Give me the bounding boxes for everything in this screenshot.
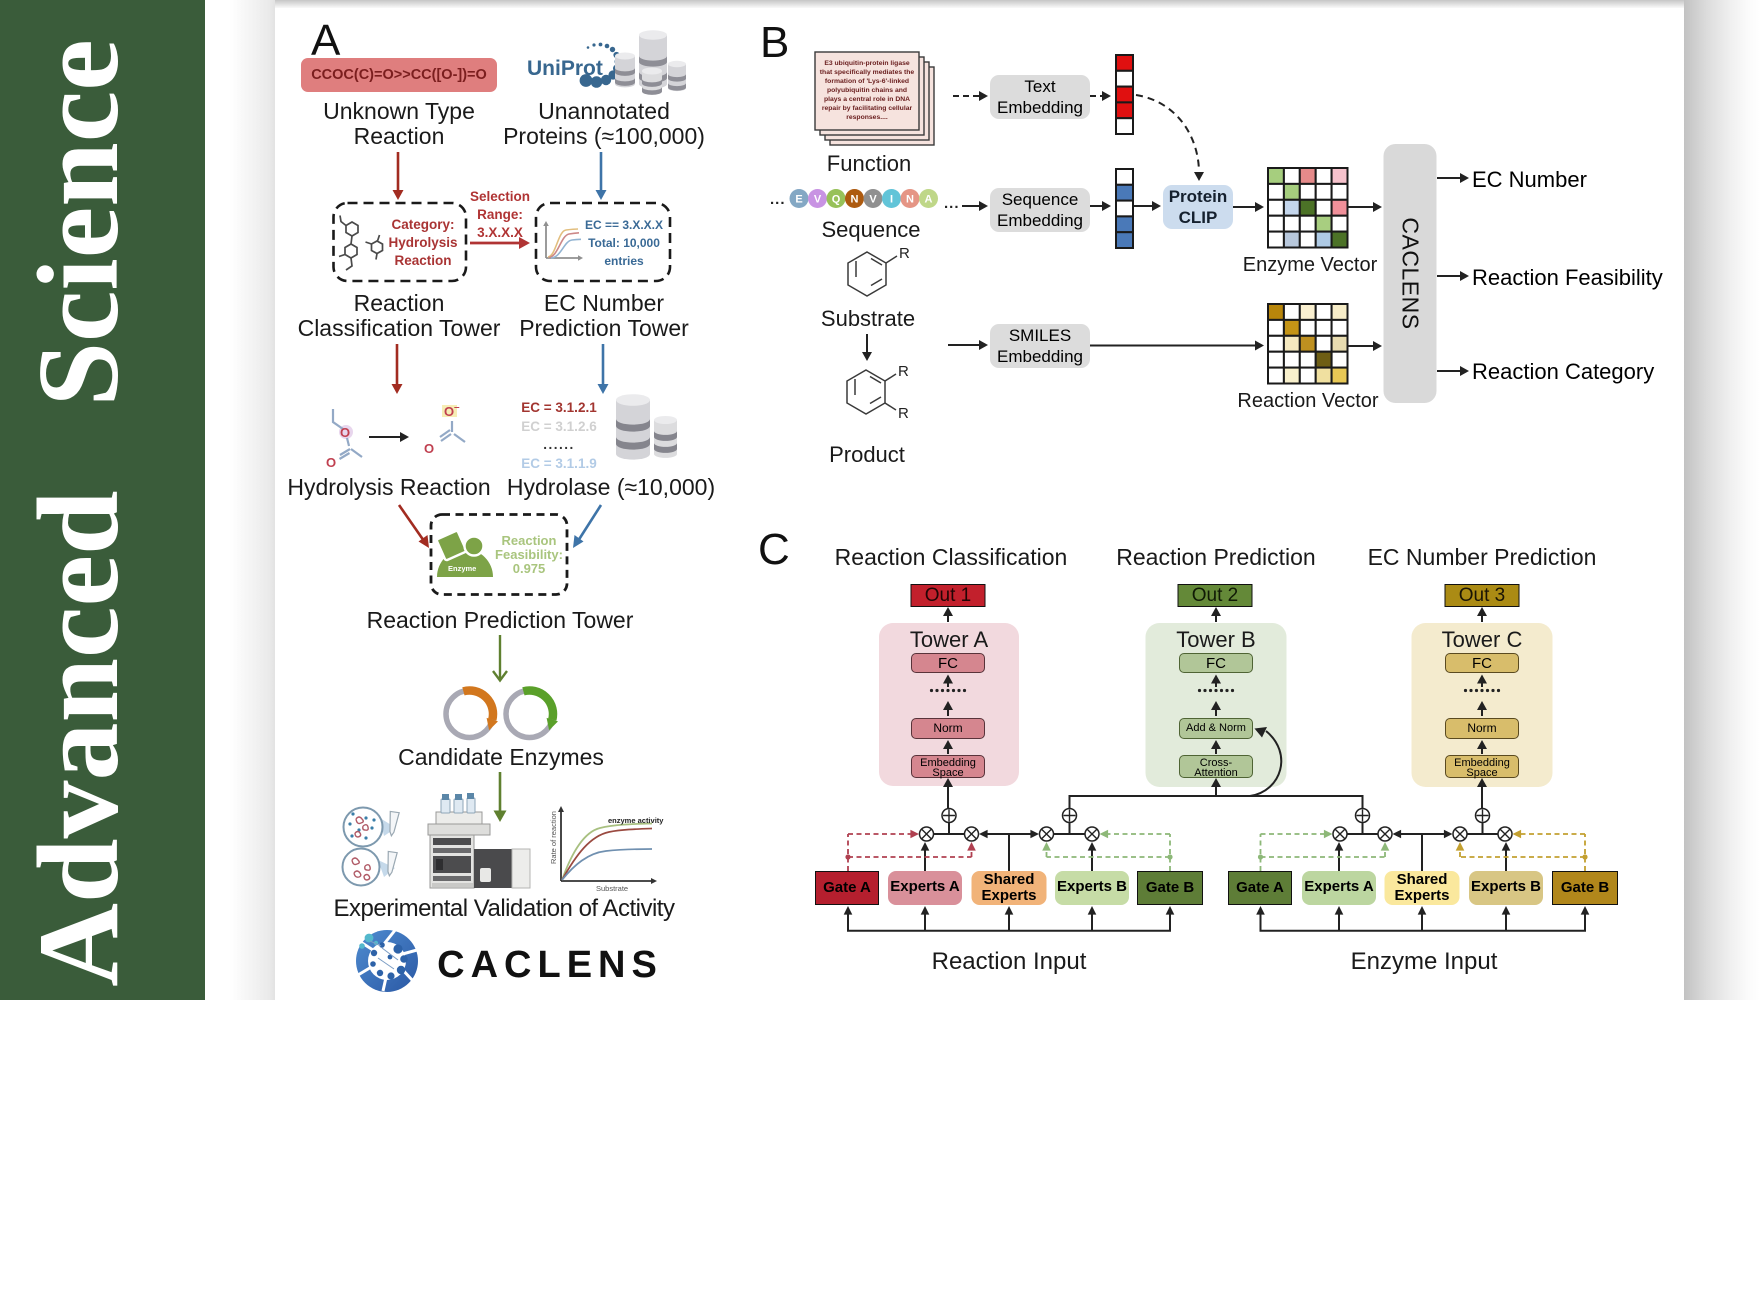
svg-text:polyubiquitin chains and: polyubiquitin chains and bbox=[827, 87, 907, 94]
svg-text:E3 ubiquitin-protein ligase: E3 ubiquitin-protein ligase bbox=[824, 60, 910, 67]
svg-text:plays a central role in DNA: plays a central role in DNA bbox=[824, 96, 910, 103]
svg-text:O: O bbox=[444, 404, 454, 419]
svg-text:Enzyme: Enzyme bbox=[448, 564, 476, 573]
svg-text:N: N bbox=[906, 194, 914, 206]
svg-text:that specifically mediates the: that specifically mediates the bbox=[820, 69, 915, 76]
svg-text:responses....: responses.... bbox=[846, 114, 888, 121]
svg-text:...: ... bbox=[770, 191, 786, 208]
svg-text:...: ... bbox=[944, 195, 960, 212]
svg-text:Rate of reaction: Rate of reaction bbox=[549, 811, 558, 864]
svg-text:R: R bbox=[898, 363, 909, 380]
svg-text:O: O bbox=[326, 455, 336, 470]
svg-text:Substrate: Substrate bbox=[596, 884, 628, 893]
svg-text:N: N bbox=[851, 194, 859, 206]
svg-text:V: V bbox=[814, 194, 822, 206]
svg-text:enzyme activity: enzyme activity bbox=[608, 816, 664, 825]
svg-text:UniProt: UniProt bbox=[527, 57, 603, 80]
svg-text:O: O bbox=[340, 425, 350, 440]
svg-text:O: O bbox=[424, 441, 434, 456]
svg-text:–: – bbox=[454, 402, 460, 413]
svg-text:V: V bbox=[869, 194, 877, 206]
svg-text:I: I bbox=[890, 194, 893, 206]
svg-text:R: R bbox=[898, 405, 909, 422]
svg-text:A: A bbox=[925, 194, 933, 206]
svg-text:Q: Q bbox=[832, 194, 841, 206]
svg-text:formation of 'Lys-6'-linked: formation of 'Lys-6'-linked bbox=[825, 78, 909, 85]
svg-text:repair by facilitating cellula: repair by facilitating cellular bbox=[822, 105, 913, 112]
svg-text:E: E bbox=[795, 194, 802, 206]
svg-text:R: R bbox=[899, 245, 910, 262]
